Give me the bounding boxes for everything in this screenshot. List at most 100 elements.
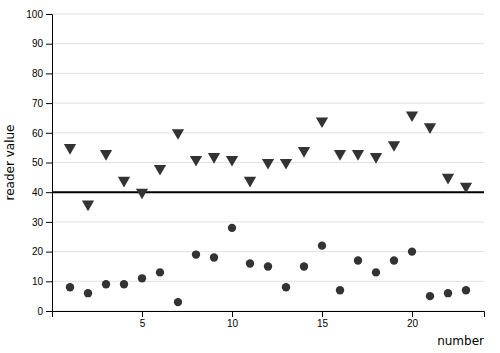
tick: 60 [32, 128, 52, 139]
point [352, 150, 364, 161]
x-axis-title: number [437, 334, 484, 348]
point [424, 123, 436, 134]
tick-label: 0 [37, 306, 43, 317]
tick: 80 [32, 68, 52, 79]
tick-label: 20 [407, 318, 419, 329]
point [262, 159, 274, 170]
point [388, 141, 400, 152]
point [156, 268, 164, 276]
tick-label: 80 [32, 68, 44, 79]
grid-line [52, 43, 484, 44]
tick: 30 [32, 217, 52, 228]
point [100, 150, 112, 161]
point [64, 144, 76, 155]
point [264, 262, 272, 270]
grid-line [52, 103, 484, 104]
tick-mark [46, 163, 52, 164]
point [120, 280, 128, 288]
point [462, 286, 470, 294]
point [442, 174, 454, 185]
point [208, 153, 220, 164]
point [316, 117, 328, 128]
tick-mark [412, 311, 413, 317]
grid-line [52, 251, 484, 252]
grid-line [52, 14, 484, 15]
tick: 15 [317, 311, 329, 329]
tick-mark [46, 192, 52, 193]
grid-line [52, 192, 484, 193]
reference-line [52, 191, 484, 193]
tick: 5 [140, 311, 146, 329]
point [244, 177, 256, 188]
point [460, 183, 472, 194]
tick-mark [322, 311, 323, 317]
point [190, 156, 202, 167]
series [66, 224, 470, 307]
point [372, 268, 380, 276]
grid-line [52, 73, 484, 74]
point [336, 286, 344, 294]
tick: 70 [32, 98, 52, 109]
tick-label: 15 [317, 318, 329, 329]
tick: 40 [32, 187, 52, 198]
tick-mark [46, 103, 52, 104]
series [64, 111, 472, 211]
point [426, 292, 434, 300]
tick-label: 50 [32, 157, 44, 168]
tick-label: 10 [227, 318, 239, 329]
point [210, 253, 218, 261]
tick-mark [46, 222, 52, 223]
y-axis-title: reader value [3, 125, 17, 201]
point [154, 165, 166, 176]
axis-line [53, 312, 485, 318]
tick: 10 [32, 276, 52, 287]
point [354, 256, 362, 264]
x-axis: 5 10 15 20 [53, 311, 485, 329]
tick-label: 70 [32, 98, 44, 109]
grid-line [52, 221, 484, 222]
point [406, 111, 418, 122]
point [102, 280, 110, 288]
tick-mark [46, 281, 52, 282]
point [300, 262, 308, 270]
tick-label: 5 [140, 318, 146, 329]
tick: 100 [26, 9, 52, 20]
point [66, 283, 74, 291]
tick-label: 30 [32, 217, 44, 228]
tick-label: 60 [32, 128, 44, 139]
axis-line [46, 15, 53, 312]
tick: 50 [32, 157, 52, 168]
tick-mark [46, 73, 52, 74]
point [84, 289, 92, 297]
point [370, 153, 382, 164]
tick-mark [46, 311, 52, 312]
plot-area [52, 111, 484, 306]
point [298, 147, 310, 158]
tick-mark [46, 14, 52, 15]
point [334, 150, 346, 161]
point [408, 247, 416, 255]
point [136, 189, 148, 200]
tick-mark [46, 133, 52, 134]
point [318, 241, 326, 249]
y-axis: 0 10 20 30 40 50 60 70 80 90 100 [26, 9, 52, 317]
tick-label: 40 [32, 187, 44, 198]
grid [52, 14, 484, 311]
point [138, 274, 146, 282]
tick-mark [46, 252, 52, 253]
grid-line [52, 281, 484, 282]
tick: 0 [37, 306, 52, 317]
tick-label: 90 [32, 38, 44, 49]
point [192, 250, 200, 258]
tick-label: 10 [32, 276, 44, 287]
tick-label: 20 [32, 246, 44, 257]
point [228, 224, 236, 232]
grid-line [52, 132, 484, 133]
tick: 20 [32, 246, 52, 257]
point [444, 289, 452, 297]
point [282, 283, 290, 291]
tick-mark [232, 311, 233, 317]
tick: 10 [227, 311, 239, 329]
tick: 20 [407, 311, 419, 329]
point [82, 201, 94, 212]
